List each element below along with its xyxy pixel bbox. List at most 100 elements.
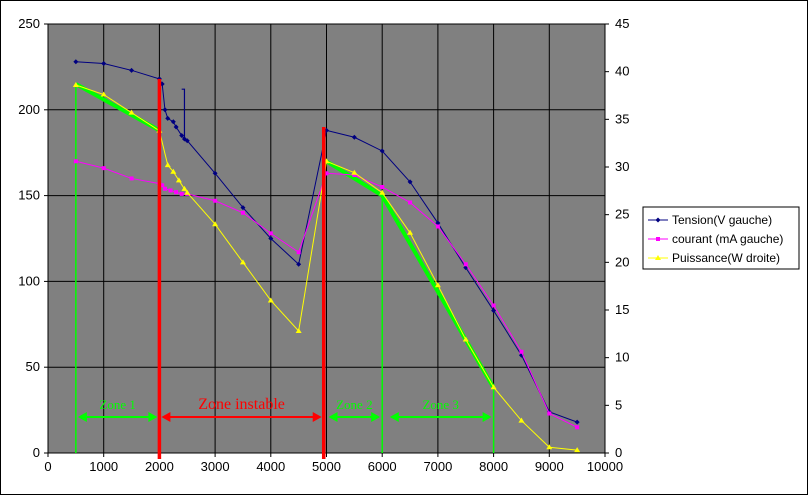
tension-point bbox=[170, 119, 176, 125]
puissance-point bbox=[379, 189, 386, 195]
courant-point bbox=[101, 166, 106, 171]
courant-point bbox=[352, 173, 357, 178]
tension-point bbox=[240, 205, 246, 211]
courant-point bbox=[491, 303, 496, 308]
courant-point bbox=[268, 231, 273, 236]
zone-arrowhead-left bbox=[161, 411, 171, 422]
zone-arrowhead-left bbox=[389, 411, 399, 422]
zone-label: Zone 2 bbox=[336, 397, 372, 412]
puissance-point bbox=[462, 336, 469, 342]
x-tick-label: 6000 bbox=[368, 459, 397, 474]
tension-point bbox=[435, 220, 441, 226]
courant-point bbox=[129, 176, 134, 181]
y-tick-label: 150 bbox=[18, 188, 40, 203]
tension-point bbox=[129, 67, 135, 73]
zone-3: Zone 3 bbox=[389, 397, 492, 422]
courant-point bbox=[179, 191, 184, 196]
puissance-point bbox=[72, 82, 79, 88]
puissance-point bbox=[181, 185, 188, 191]
tension-line bbox=[75, 61, 578, 423]
zone-label: Zone 3 bbox=[422, 397, 458, 412]
y-tick-label: 250 bbox=[18, 16, 40, 31]
zone-arrowhead-right bbox=[148, 411, 158, 422]
courant-point bbox=[324, 171, 329, 176]
courant-point bbox=[213, 198, 218, 203]
puissance-point bbox=[434, 282, 441, 288]
legend-entry: Tension(V gauche) bbox=[672, 213, 772, 227]
y2-tick-label: 15 bbox=[615, 302, 629, 317]
puissance-point bbox=[239, 259, 246, 265]
x-tick-label: 5000 bbox=[312, 459, 341, 474]
tension-point bbox=[351, 134, 357, 140]
puissance-point bbox=[170, 168, 177, 174]
puissance-point bbox=[546, 444, 553, 450]
zone-0: Zone 1 bbox=[77, 397, 158, 422]
legend-entry: courant (mA gauche) bbox=[672, 232, 783, 246]
courant-point bbox=[162, 186, 167, 191]
courant-point bbox=[174, 190, 179, 195]
tension-point bbox=[212, 170, 218, 176]
y2-tick-label: 45 bbox=[615, 16, 629, 31]
x-tick-label: 9000 bbox=[535, 459, 564, 474]
puissance-point bbox=[518, 417, 525, 423]
tension-point bbox=[73, 59, 79, 65]
legend-swatch-marker bbox=[655, 217, 661, 223]
legend: Tension(V gauche) courant (mA gauche) Puis… bbox=[642, 206, 800, 270]
tension-point bbox=[407, 179, 413, 185]
puissance-point bbox=[175, 177, 182, 183]
zone-label: Zone instable bbox=[198, 396, 285, 413]
y-tick-label: 50 bbox=[26, 359, 40, 374]
courant-point bbox=[547, 411, 552, 416]
courant-point bbox=[380, 185, 385, 190]
x-tick-label: 1000 bbox=[89, 459, 118, 474]
legend-box bbox=[642, 206, 800, 270]
courant-point bbox=[296, 250, 301, 255]
tension-point bbox=[165, 115, 171, 121]
tension-point bbox=[574, 419, 580, 425]
courant-point bbox=[435, 224, 440, 229]
x-tick-label: 0 bbox=[44, 459, 51, 474]
zone-2: Zone 2 bbox=[328, 397, 381, 422]
y2-tick-label: 20 bbox=[615, 254, 629, 269]
tension-point bbox=[179, 133, 185, 139]
tension-point bbox=[162, 107, 168, 113]
x-tick-label: 3000 bbox=[201, 459, 230, 474]
puissance-point bbox=[212, 221, 219, 227]
zone-arrowhead-right bbox=[312, 411, 322, 422]
tension-point bbox=[296, 261, 302, 267]
y2-tick-label: 40 bbox=[615, 64, 629, 79]
puissance-point bbox=[164, 162, 171, 168]
zone-arrowhead-left bbox=[77, 411, 87, 422]
courant-point bbox=[575, 425, 580, 430]
puissance-point bbox=[128, 109, 135, 115]
puissance-point bbox=[351, 169, 358, 175]
tension-point bbox=[184, 138, 190, 144]
y-tick-label: 100 bbox=[18, 273, 40, 288]
y2-tick-label: 5 bbox=[615, 397, 622, 412]
legend-swatch-marker bbox=[656, 237, 660, 241]
y2-tick-label: 10 bbox=[615, 350, 629, 365]
y2-tick-label: 35 bbox=[615, 111, 629, 126]
zone-label: Zone 1 bbox=[99, 397, 135, 412]
puissance-point bbox=[407, 229, 414, 235]
zone-arrowhead-right bbox=[482, 411, 492, 422]
courant-point bbox=[168, 188, 173, 193]
y2-tick-label: 30 bbox=[615, 159, 629, 174]
puissance-point bbox=[490, 384, 497, 390]
y-tick-label: 200 bbox=[18, 102, 40, 117]
tension-extra-segment bbox=[181, 88, 186, 139]
y2-tick-label: 0 bbox=[615, 445, 622, 460]
legend-entry: Puissance(W droite) bbox=[672, 251, 780, 265]
puissance-point bbox=[100, 91, 107, 97]
courant-point bbox=[73, 159, 78, 164]
puissance-point bbox=[267, 297, 274, 303]
legend-swatch-marker bbox=[655, 255, 661, 260]
zone-1: Zone instable bbox=[161, 396, 322, 422]
x-tick-label: 10000 bbox=[587, 459, 623, 474]
y-tick-label: 0 bbox=[33, 445, 40, 460]
x-tick-label: 8000 bbox=[479, 459, 508, 474]
zone-arrowhead-left bbox=[328, 411, 338, 422]
courant-point bbox=[519, 349, 524, 354]
